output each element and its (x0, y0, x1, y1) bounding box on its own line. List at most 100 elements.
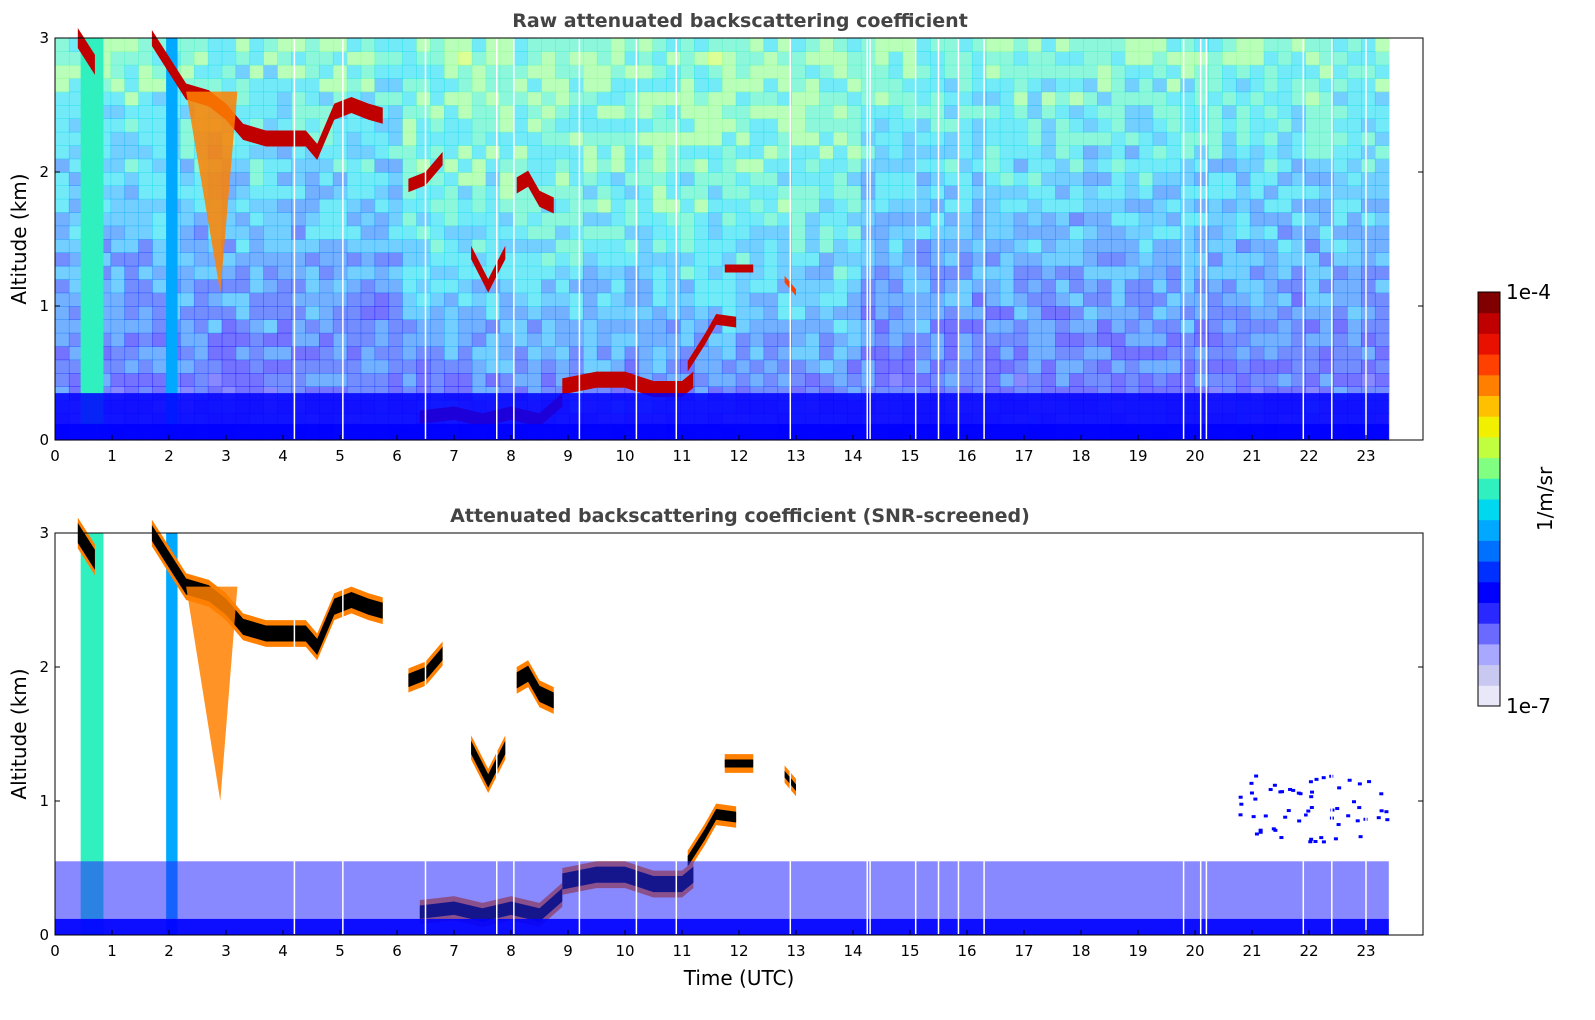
noise-cell (388, 145, 403, 160)
x-tick-label: 10 (615, 942, 634, 960)
noise-cell (638, 306, 654, 320)
noise-cell (1347, 91, 1362, 106)
noise-cell (1013, 185, 1029, 200)
noise-cell (846, 212, 862, 227)
noise-cell (1069, 239, 1084, 253)
noise-cell (152, 279, 167, 294)
noise-cell (1361, 332, 1376, 347)
noise-cell (374, 306, 390, 320)
noise-cell (1222, 172, 1237, 186)
noise-cell (1194, 185, 1209, 200)
noise-cell (541, 346, 556, 361)
noise-cell (1124, 91, 1140, 106)
noise-cell (819, 158, 834, 173)
noise-cell (249, 198, 265, 213)
noise-cell (638, 38, 654, 52)
noise-cell (735, 373, 751, 387)
noise-cell (1347, 185, 1362, 200)
noise-cell (971, 239, 987, 253)
noise-cell (735, 279, 751, 294)
noise-cell (444, 105, 459, 119)
noise-cell (499, 145, 515, 160)
noise-cell (555, 292, 570, 307)
noise-cell (291, 105, 306, 119)
noise-cell (193, 225, 209, 240)
noise-cell (666, 131, 681, 146)
noise-cell (180, 131, 195, 146)
noise-cell (1124, 172, 1140, 186)
noise-cell (1305, 373, 1320, 387)
x-tick-label: 2 (164, 942, 174, 960)
x-tick-label: 9 (563, 447, 573, 465)
noise-cell (930, 212, 945, 227)
noise-cell (930, 105, 945, 119)
noise-cell (1027, 51, 1043, 66)
noise-cell (305, 239, 320, 253)
noise-cell (332, 306, 348, 320)
noise-cell (124, 105, 139, 119)
noise-cell (1305, 239, 1320, 253)
noise-cell (652, 279, 667, 294)
noise-cell (360, 225, 376, 240)
noise-cell (55, 359, 70, 374)
noise-cell (1249, 118, 1265, 133)
noise-cell (416, 212, 431, 227)
noise-cell (1374, 239, 1390, 253)
noise-cell (666, 118, 681, 133)
noise-cell (1333, 172, 1348, 186)
noise-cell (207, 38, 223, 52)
noise-cell (708, 118, 723, 133)
noise-cell (221, 64, 237, 79)
noise-cell (360, 158, 376, 173)
noise-cell (513, 51, 528, 66)
noise-cell (1305, 118, 1320, 133)
noise-cell (444, 212, 459, 227)
noise-cell (1055, 292, 1070, 307)
noise-cell (1124, 158, 1140, 173)
noise-cell (1110, 91, 1126, 106)
noise-cell (1333, 373, 1348, 387)
noise-cell (999, 105, 1015, 119)
noise-cell (1138, 359, 1154, 374)
noise-cell (430, 319, 445, 334)
noise-cell (833, 172, 848, 186)
noise-cell (1222, 239, 1237, 253)
noise-cell (305, 265, 320, 280)
noise-cell (1041, 158, 1056, 173)
noise-cell (1249, 252, 1265, 267)
noise-cell (1083, 306, 1098, 320)
noise-cell (958, 346, 973, 361)
noise-cell (888, 252, 904, 267)
noise-cell (1083, 78, 1098, 93)
noise-cell (1305, 185, 1320, 200)
noise-cell (263, 145, 278, 160)
noise-cell (402, 105, 417, 119)
noise-cell (305, 319, 320, 334)
noise-cell (235, 158, 251, 173)
noise-cell (249, 292, 265, 307)
noise-cell (944, 346, 959, 361)
noise-cell (221, 265, 237, 280)
noise-cell (596, 105, 612, 119)
noise-cell (416, 239, 431, 253)
noise-cell (55, 239, 70, 253)
noise-cell (735, 332, 751, 347)
aerosol-speck (1249, 791, 1254, 795)
noise-cell (610, 212, 626, 227)
noise-cell (416, 359, 431, 374)
noise-cell (985, 292, 1001, 307)
noise-cell (332, 212, 348, 227)
noise-cell (138, 118, 153, 133)
noise-cell (846, 51, 862, 66)
noise-cell (624, 64, 640, 79)
noise-cell (708, 279, 723, 294)
noise-cell (999, 252, 1015, 267)
noise-cell (888, 78, 904, 93)
noise-cell (1097, 225, 1112, 240)
noise-cell (1180, 373, 1195, 387)
noise-cell (694, 91, 709, 106)
noise-cell (596, 185, 612, 200)
noise-cell (1249, 91, 1265, 106)
noise-cell (749, 198, 765, 213)
noise-cell (680, 306, 695, 320)
